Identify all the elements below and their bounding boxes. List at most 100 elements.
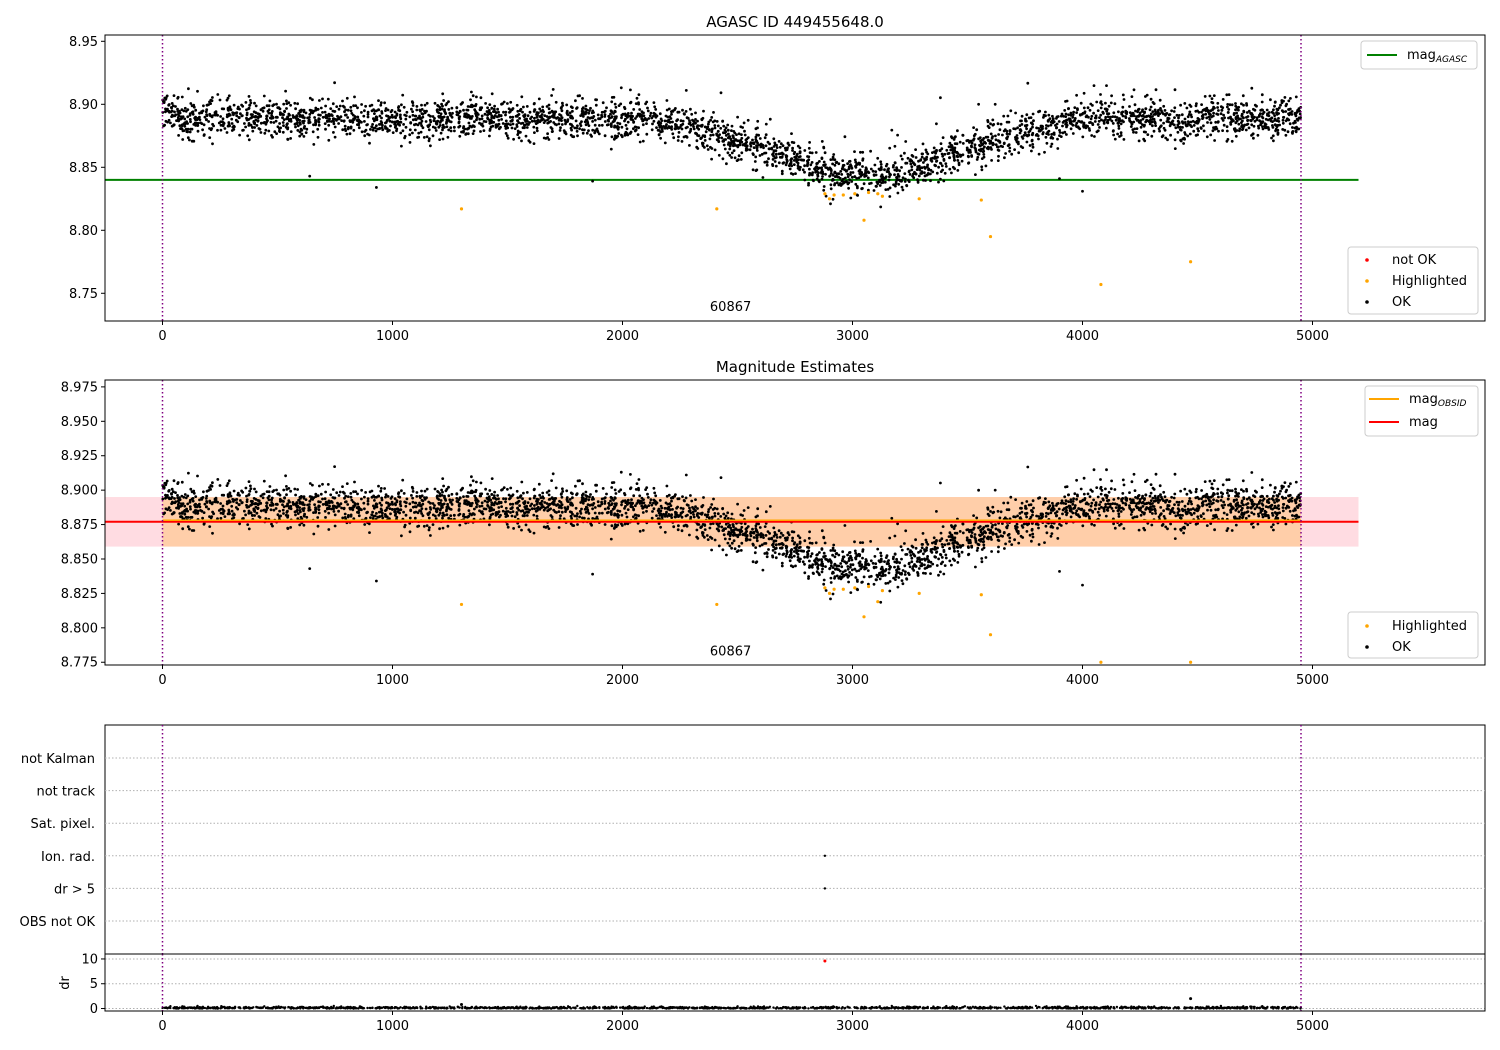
- ok-point: [1293, 126, 1297, 130]
- ok-point: [405, 110, 409, 114]
- ok-point: [974, 173, 977, 177]
- ok-point: [1200, 103, 1203, 106]
- ok-point: [492, 120, 496, 124]
- ok-point: [311, 130, 315, 134]
- ok-point: [1042, 113, 1046, 117]
- ok-point: [809, 163, 813, 167]
- ok-point: [293, 101, 297, 105]
- ok-point: [1186, 134, 1190, 138]
- ok-point: [427, 139, 431, 143]
- ok-point: [829, 169, 833, 173]
- ok-point: [960, 159, 964, 163]
- ok-point: [1280, 99, 1284, 102]
- ok-point: [1282, 115, 1286, 119]
- ok-point: [1273, 117, 1277, 121]
- ok-point: [261, 109, 265, 113]
- ok-point: [285, 117, 288, 121]
- ok-point: [510, 514, 514, 518]
- ok-point: [438, 108, 442, 112]
- ok-point: [1117, 126, 1121, 130]
- ok-point: [715, 138, 719, 142]
- ok-point: [998, 128, 1002, 132]
- ok-point: [467, 126, 471, 130]
- ok-point: [864, 171, 868, 175]
- ok-point: [506, 487, 509, 491]
- ok-point: [1145, 118, 1149, 122]
- ok-point: [996, 550, 1000, 554]
- ok-point: [752, 146, 756, 150]
- ok-point: [682, 135, 686, 139]
- ok-point: [230, 117, 234, 121]
- ok-point: [282, 512, 285, 515]
- ok-point: [571, 109, 574, 113]
- ok-point: [1082, 124, 1085, 128]
- ok-point: [1071, 115, 1075, 119]
- ok-point: [346, 108, 350, 112]
- highlighted-point: [1189, 260, 1193, 264]
- ok-point: [822, 578, 826, 582]
- ok-point: [1150, 134, 1154, 138]
- ok-point: [470, 475, 473, 479]
- ok-point: [173, 110, 176, 114]
- ok-point: [285, 99, 288, 103]
- ok-point: [558, 517, 562, 521]
- ok-point: [1226, 111, 1230, 114]
- ok-point: [305, 515, 309, 519]
- ok-point: [570, 128, 573, 132]
- ok-point: [1290, 110, 1294, 113]
- ok-point: [1165, 120, 1169, 123]
- ok-point: [1090, 501, 1094, 505]
- ok-point: [652, 101, 656, 104]
- ok-point: [824, 163, 827, 167]
- ok-point: [1176, 119, 1180, 123]
- ok-point: [939, 96, 942, 100]
- ok-point: [986, 120, 990, 124]
- ok-point: [1236, 503, 1240, 507]
- ok-point: [759, 142, 763, 146]
- ok-point: [740, 136, 744, 140]
- ok-point: [632, 120, 636, 124]
- ok-point: [1055, 514, 1058, 518]
- ok-point: [935, 171, 939, 175]
- ok-point: [225, 131, 229, 134]
- ok-point: [585, 118, 589, 122]
- ok-point: [568, 111, 572, 115]
- ok-point: [236, 105, 240, 109]
- ok-point: [605, 123, 609, 127]
- ok-point: [751, 560, 755, 564]
- ok-point: [509, 486, 513, 490]
- ok-point: [941, 136, 945, 140]
- ok-point: [846, 162, 849, 166]
- ok-points-panel-2: [161, 465, 1303, 604]
- ok-point: [356, 115, 359, 119]
- ok-point: [1152, 113, 1156, 116]
- highlighted-point: [715, 207, 719, 211]
- ok-point: [1244, 128, 1248, 132]
- ok-point: [323, 497, 327, 501]
- ok-point: [931, 156, 934, 160]
- ok-point: [629, 131, 632, 135]
- ok-point: [379, 120, 383, 123]
- ok-point: [1294, 130, 1298, 134]
- ok-point: [223, 127, 227, 130]
- ok-point: [616, 127, 620, 131]
- ok-point: [660, 127, 664, 131]
- ok-point: [497, 127, 501, 131]
- ok-point: [994, 138, 998, 142]
- ok-point: [689, 107, 692, 111]
- ok-point: [790, 157, 794, 161]
- ok-point: [565, 497, 569, 501]
- ok-point: [1098, 126, 1101, 129]
- ok-point: [429, 114, 432, 118]
- ok-point: [410, 107, 413, 111]
- ok-point: [657, 123, 661, 127]
- ok-point: [1022, 133, 1026, 137]
- ok-point: [393, 497, 397, 500]
- ok-point: [401, 93, 405, 97]
- ok-point: [989, 122, 992, 126]
- ok-point: [1097, 119, 1101, 123]
- ok-point: [814, 151, 818, 154]
- ok-point: [485, 110, 489, 113]
- ok-point: [288, 500, 291, 504]
- ok-point: [242, 128, 245, 132]
